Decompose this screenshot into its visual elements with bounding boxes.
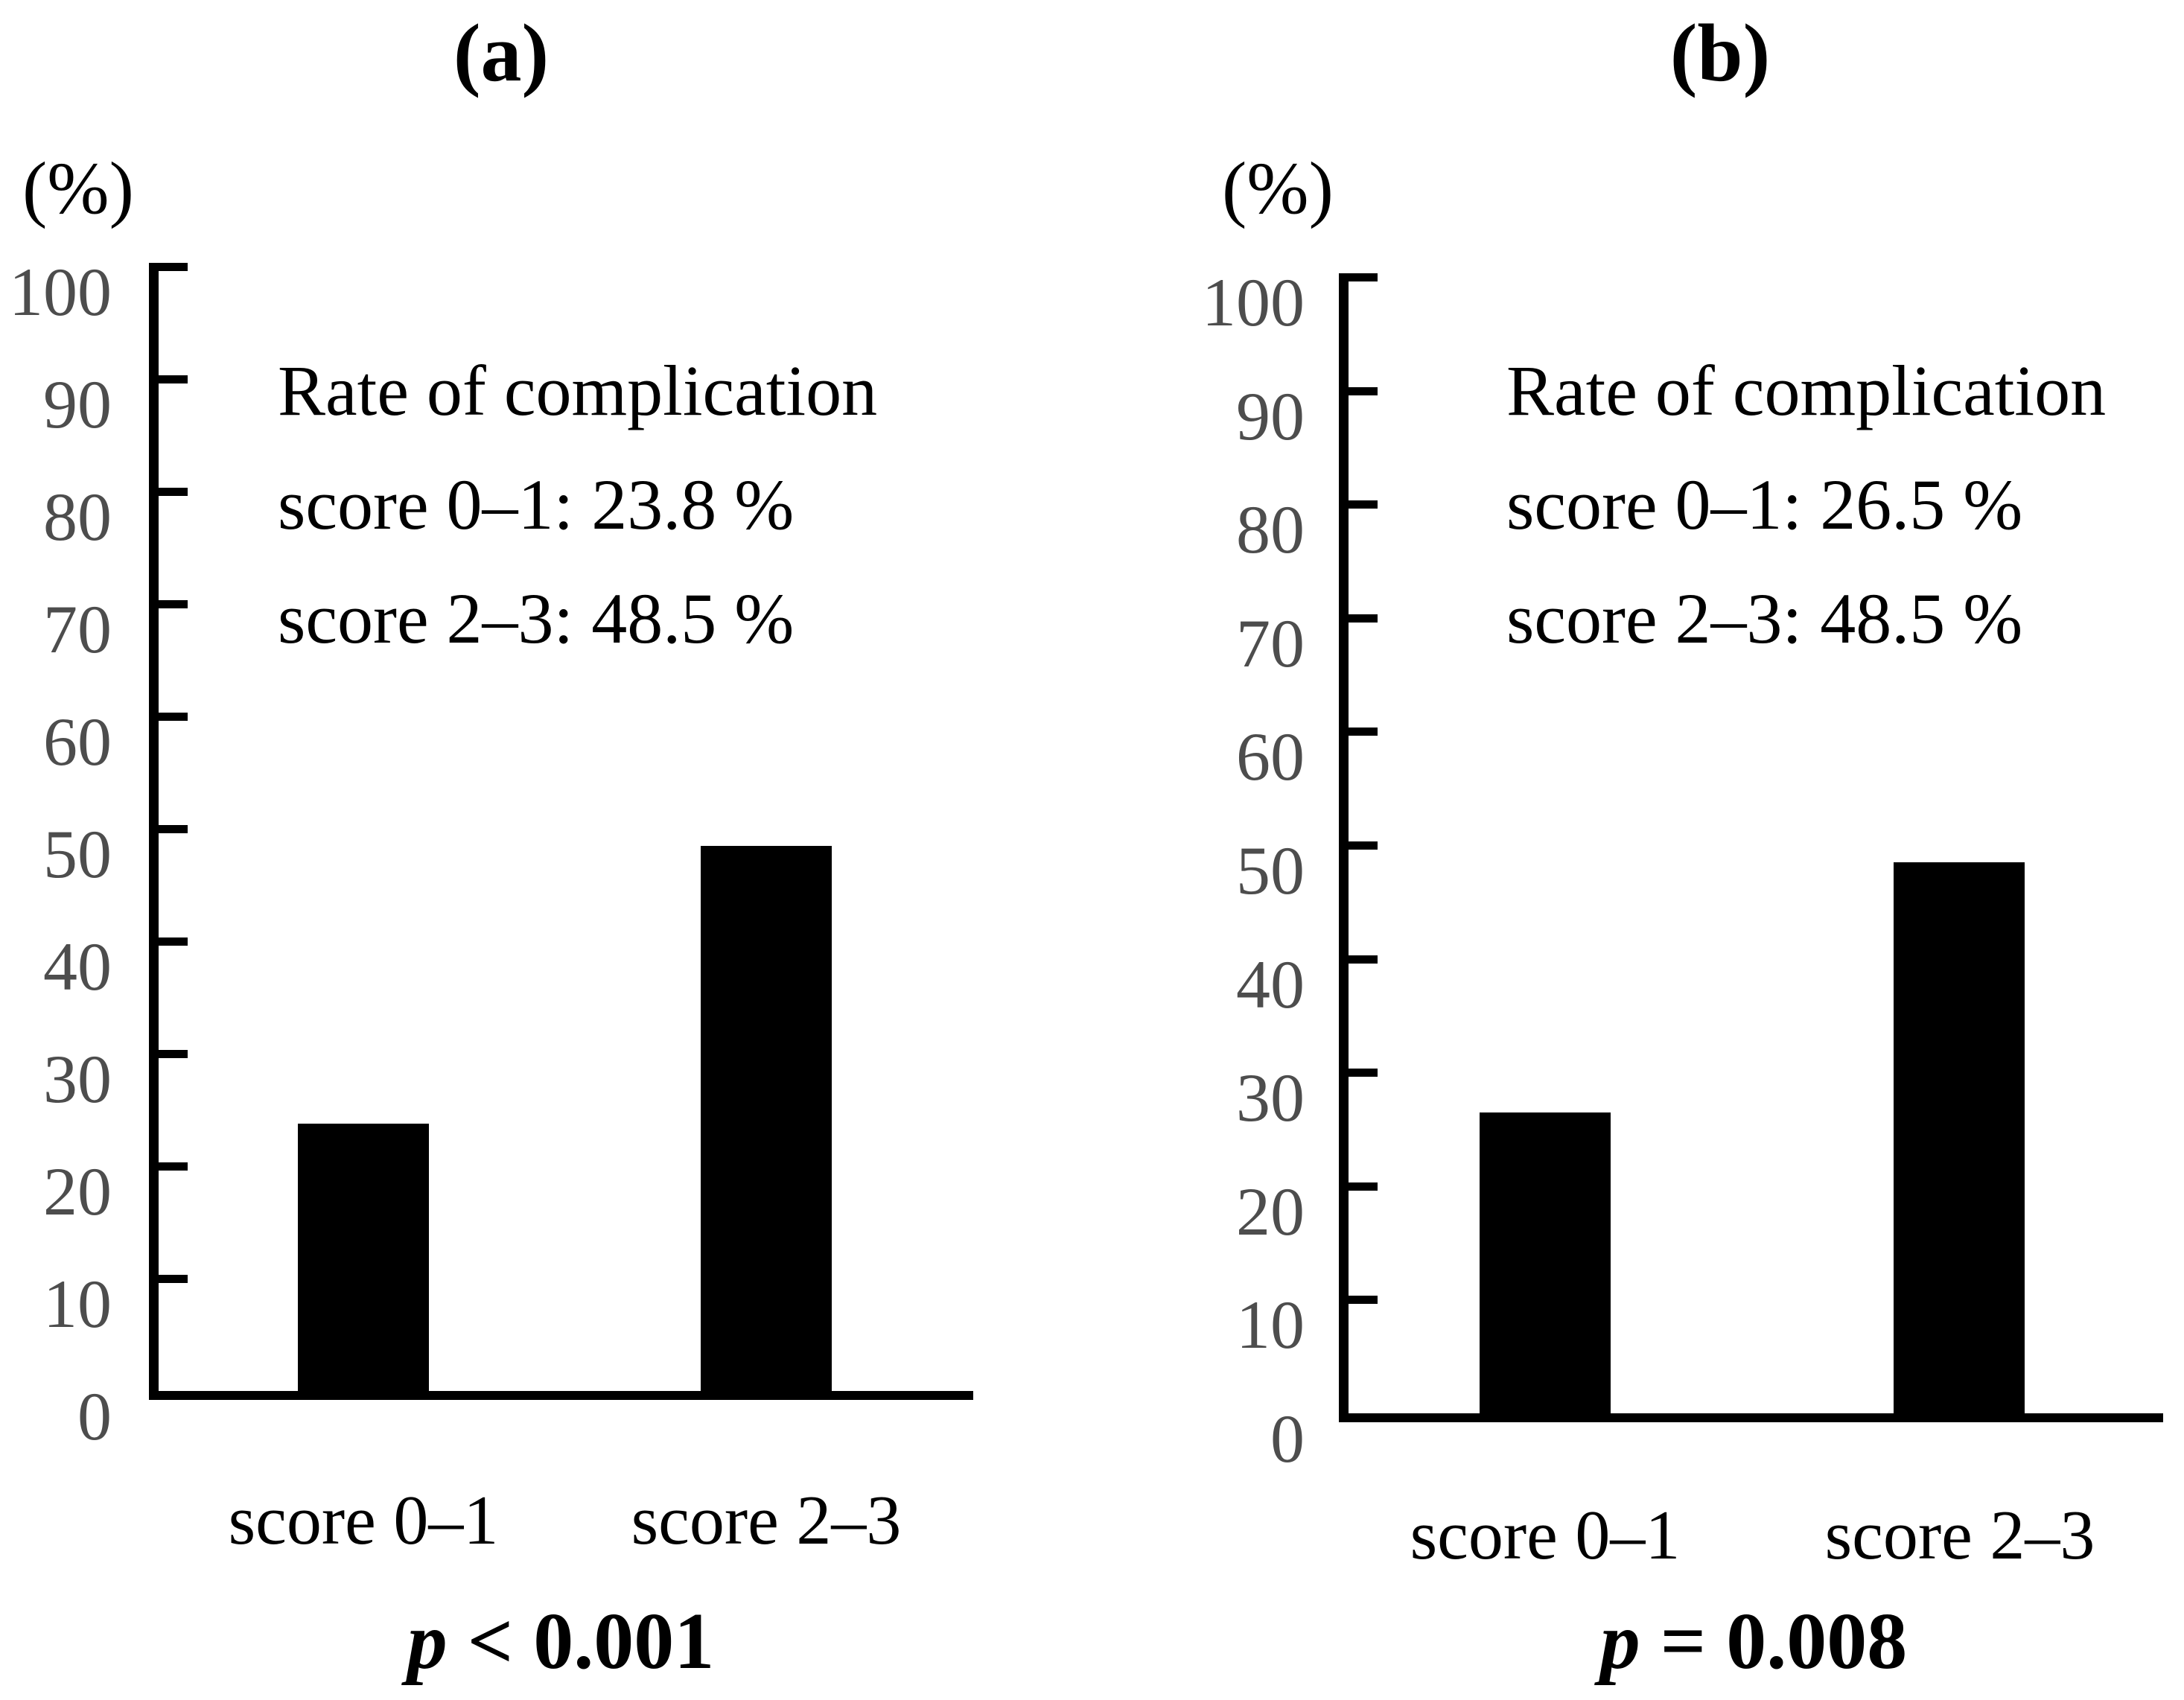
y-tick-label: 40: [1236, 946, 1305, 1022]
y-tick-label: 90: [1236, 378, 1305, 454]
y-axis-tick: [1339, 386, 1378, 395]
y-axis-tick: [1339, 614, 1378, 623]
y-tick-label: 70: [1236, 605, 1305, 681]
y-axis-tick: [1339, 500, 1378, 509]
y-axis-tick: [1339, 841, 1378, 850]
y-axis-tick: [149, 1050, 188, 1058]
bar-score-0-1: [1480, 1112, 1611, 1422]
y-axis-tick: [149, 263, 188, 271]
p-value-rest: < 0.001: [447, 1597, 715, 1686]
panel-label-a: (a): [453, 7, 550, 98]
category-label-score-2-3: score 2–3: [1824, 1497, 2095, 1574]
y-axis-tick: [149, 375, 188, 383]
y-tick-label: 100: [1202, 264, 1305, 340]
y-axis-tick: [1339, 273, 1378, 281]
y-axis-tick: [149, 1275, 188, 1283]
category-label-score-0-1: score 0–1: [228, 1482, 499, 1559]
y-tick-label: 60: [1236, 719, 1305, 795]
p-value: p = 0.008: [1456, 1597, 2051, 1687]
y-axis-unit-label: (%): [22, 147, 134, 229]
y-axis-tick: [149, 713, 188, 721]
y-axis-tick: [149, 1162, 188, 1171]
y-tick-label: 20: [43, 1153, 112, 1229]
y-tick-label: 50: [1236, 833, 1305, 908]
y-axis-tick: [1339, 1069, 1378, 1077]
y-tick-label: 90: [43, 366, 112, 442]
y-axis-tick: [1339, 728, 1378, 736]
annotation-title: Rate of complication: [278, 351, 878, 430]
y-axis-tick: [1339, 955, 1378, 964]
p-symbol: p: [407, 1597, 448, 1686]
annotation-line: score 0–1: 26.5 %: [1506, 465, 2023, 544]
category-label-score-0-1: score 0–1: [1410, 1497, 1681, 1574]
annotation-line: score 0–1: 23.8 %: [278, 465, 795, 544]
bar-score-2-3: [701, 845, 832, 1400]
annotation-line: score 2–3: 48.5 %: [278, 579, 795, 658]
p-value-rest: = 0.008: [1640, 1597, 1908, 1686]
y-tick-label: 80: [43, 479, 112, 555]
y-tick-label: 10: [1236, 1287, 1305, 1363]
y-tick-label: 60: [43, 704, 112, 780]
y-tick-label: 70: [43, 591, 112, 667]
p-symbol: p: [1599, 1597, 1640, 1686]
y-axis-tick: [1339, 1296, 1378, 1305]
y-tick-label: 10: [43, 1266, 112, 1342]
bar-score-2-3: [1894, 862, 2025, 1422]
y-tick-label: 30: [1236, 1060, 1305, 1136]
y-tick-label: 20: [1236, 1173, 1305, 1249]
bar-score-0-1: [298, 1123, 429, 1400]
y-axis-tick: [149, 488, 188, 496]
x-axis-line: [149, 1391, 973, 1400]
y-tick-label: 40: [43, 929, 112, 1005]
p-value: p < 0.001: [263, 1597, 859, 1687]
y-axis-tick: [149, 825, 188, 833]
annotation-title: Rate of complication: [1506, 351, 2107, 430]
y-tick-label: 50: [43, 816, 112, 892]
annotation-block: Rate of complication score 0–1: 26.5 % s…: [1506, 334, 2106, 675]
y-tick-label: 80: [1236, 491, 1305, 568]
y-axis-line: [149, 267, 159, 1400]
y-tick-label: 0: [77, 1378, 112, 1454]
y-axis-line: [1339, 277, 1349, 1422]
chart-panel-b: (b) (%) 0 10 20 30 40 50 60 70 80 90 100 Rate of c…: [1191, 0, 2184, 1700]
chart-panel-a: (a) (%) 0 10 20 30 40 50 60 70 80 90 100 Rate of c…: [0, 0, 1087, 1700]
annotation-block: Rate of complication score 0–1: 23.8 % s…: [278, 334, 877, 675]
y-axis-tick: [149, 600, 188, 608]
annotation-line: score 2–3: 48.5 %: [1506, 579, 2023, 658]
x-axis-line: [1339, 1413, 2163, 1422]
y-axis-tick: [149, 937, 188, 946]
y-tick-label: 100: [9, 254, 112, 330]
y-axis-unit-label: (%): [1222, 147, 1334, 229]
y-tick-label: 30: [43, 1041, 112, 1117]
y-tick-label: 0: [1270, 1401, 1305, 1477]
panel-label-b: (b): [1669, 7, 1771, 98]
category-label-score-2-3: score 2–3: [631, 1482, 902, 1559]
y-axis-tick: [1339, 1182, 1378, 1191]
